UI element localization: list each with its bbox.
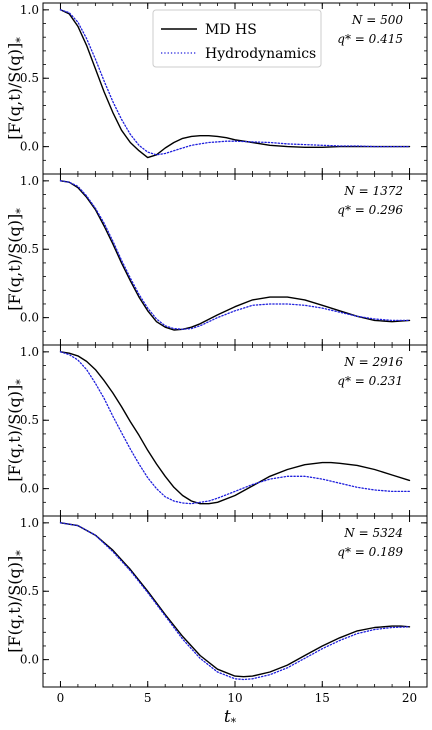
y-tick-label: 0.5 [20,242,39,256]
annotation-n: N = 1372 [343,184,403,198]
x-axis-label: t* [224,707,237,729]
series-line-hydrodynamics [59,9,411,156]
legend-label: Hydrodynamics [205,46,316,62]
x-tick-label: 0 [57,691,65,705]
y-axis-label: [F(q,t)/S(q)]* [5,550,27,653]
y-tick-label: 1.0 [20,3,39,17]
panels: 0.0 0.5 1.0 N = 500 q* = 0.415 [F(q,t)/S(q)]*… [5,2,428,705]
annotation-n: N = 5324 [343,526,403,540]
x-tick-label: 5 [144,691,152,705]
y-tick-label: 1.0 [20,174,39,188]
y-tick-label: 0.0 [20,311,39,325]
legend-label: MD HS [205,22,257,38]
panel-frame [42,515,428,688]
series-line-md-hs [59,351,411,505]
y-tick-label: 1.0 [20,516,39,530]
y-axis-label: [F(q,t)/S(q)]* [5,37,27,140]
y-axis-label: [F(q,t)/S(q)]* [5,379,27,482]
series-line-hydrodynamics [59,522,411,681]
annotation-q: q* = 0.415 [337,32,403,46]
legend: MD HS Hydrodynamics [152,9,322,68]
panel-2: 0.0 0.5 1.0 N = 1372 q* = 0.296 [F(q,t)/S(q)]… [5,173,428,346]
y-tick-label: 0.0 [20,140,39,154]
series-line-hydrodynamics [59,351,411,505]
panel-3: 0.0 0.5 1.0 N = 2916 q* = 0.231 [F(q,t)/S(q)]… [5,344,428,517]
y-axis-label: [F(q,t)/S(q)]* [5,208,27,311]
y-tick-label: 0.0 [20,653,39,667]
y-tick-label: 0.0 [20,482,39,496]
y-tick-label: 0.5 [20,413,39,427]
panel-frame [42,344,428,517]
svg-text:t*: t* [224,707,237,729]
annotation-q: q* = 0.296 [337,203,403,217]
series-line-md-hs [59,9,411,159]
y-tick-label: 1.0 [20,345,39,359]
x-tick-label: 20 [402,691,417,705]
series-line-hydrodynamics [59,180,411,330]
annotation-n: N = 2916 [343,355,403,369]
x-tick-label: 15 [315,691,330,705]
y-tick-label: 0.5 [20,71,39,85]
annotation-q: q* = 0.231 [337,374,403,388]
series-line-md-hs [59,522,411,678]
annotation-q: q* = 0.189 [337,545,403,559]
panel-4: 0.0 0.5 1.0 0 5 10 15 20 N = 5324 q* = 0.189 [F(q,… [5,515,428,705]
annotation-n: N = 500 [351,13,403,27]
y-tick-label: 0.5 [20,584,39,598]
x-tick-label: 10 [227,691,242,705]
